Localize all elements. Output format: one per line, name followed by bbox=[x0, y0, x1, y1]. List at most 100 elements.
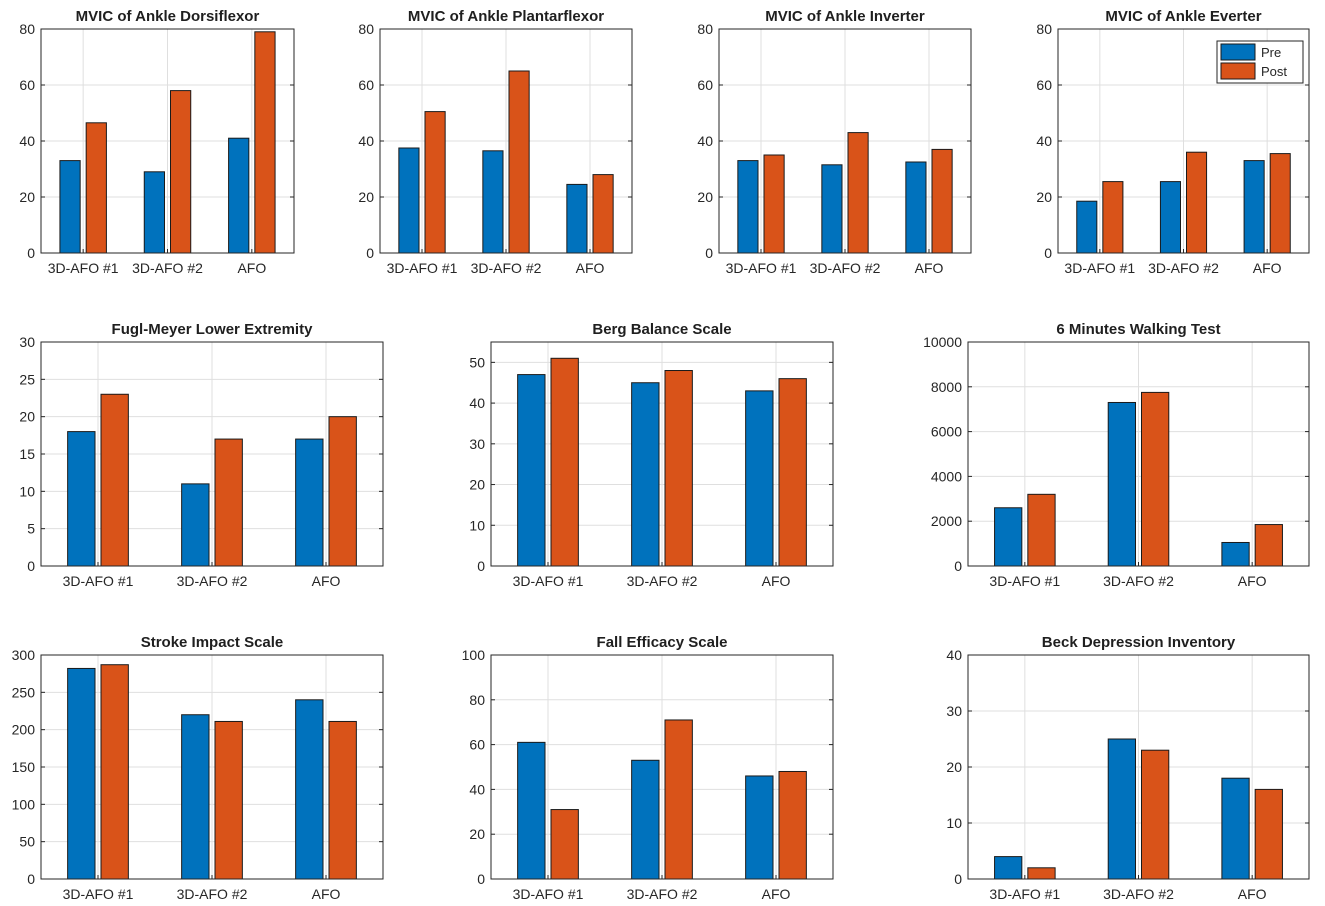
y-tick-label: 15 bbox=[19, 446, 35, 462]
bar-post-2 bbox=[508, 70, 530, 254]
bar-pre-1 bbox=[1076, 200, 1098, 254]
bar-post-1 bbox=[1027, 867, 1056, 880]
bar-pre-3 bbox=[228, 137, 250, 254]
y-tick-label: 5 bbox=[27, 521, 35, 537]
y-tick-label: 10 bbox=[946, 815, 962, 831]
y-tick-label: 150 bbox=[12, 759, 36, 775]
bar-post-3 bbox=[328, 416, 357, 567]
y-tick-label: 0 bbox=[954, 558, 962, 574]
x-tick-label: 3D-AFO #2 bbox=[627, 886, 698, 902]
chart-title: Stroke Impact Scale bbox=[141, 634, 284, 651]
bar-pre-1 bbox=[67, 667, 96, 880]
bar-pre-3 bbox=[745, 390, 774, 567]
bar-post-3 bbox=[254, 31, 276, 254]
bar-post-2 bbox=[1186, 151, 1208, 254]
x-tick-label: 3D-AFO #1 bbox=[48, 260, 119, 276]
x-tick-label: 3D-AFO #2 bbox=[1103, 886, 1174, 902]
y-tick-label: 200 bbox=[12, 722, 36, 738]
y-tick-label: 30 bbox=[946, 703, 962, 719]
y-tick-label: 0 bbox=[27, 245, 35, 261]
bar-post-2 bbox=[847, 132, 869, 254]
bar-post-3 bbox=[778, 378, 807, 567]
bar-pre-2 bbox=[482, 150, 504, 254]
bar-post-1 bbox=[550, 357, 579, 567]
chart-1: 0 20 40 60 80 3D-AFO #1 3D-AFO #2 AFO MVIC of An… bbox=[19, 8, 295, 276]
y-tick-label: 10 bbox=[469, 517, 485, 533]
y-tick-label: 4000 bbox=[931, 468, 962, 484]
legend-label-post: Post bbox=[1261, 64, 1287, 79]
bar-post-1 bbox=[85, 122, 107, 254]
legend: Pre Post bbox=[1216, 40, 1304, 84]
bar-post-3 bbox=[1254, 788, 1283, 880]
y-tick-label: 0 bbox=[477, 871, 485, 887]
y-tick-label: 50 bbox=[19, 834, 35, 850]
chart-2: 0 20 40 60 80 3D-AFO #1 3D-AFO #2 AFO MVIC of An… bbox=[358, 8, 633, 276]
bar-pre-1 bbox=[994, 856, 1023, 880]
bar-pre-3 bbox=[1221, 541, 1250, 567]
legend-label-pre: Pre bbox=[1261, 45, 1281, 60]
bar-post-3 bbox=[1269, 153, 1291, 254]
y-tick-label: 10 bbox=[19, 483, 35, 499]
bar-post-2 bbox=[1141, 749, 1170, 880]
x-tick-label: 3D-AFO #1 bbox=[387, 260, 458, 276]
x-tick-label: 3D-AFO #2 bbox=[1103, 573, 1174, 589]
x-tick-label: AFO bbox=[915, 260, 944, 276]
y-tick-label: 80 bbox=[19, 21, 35, 37]
bar-pre-2 bbox=[1159, 181, 1182, 254]
y-tick-label: 40 bbox=[697, 133, 713, 149]
bar-pre-1 bbox=[737, 160, 759, 254]
x-tick-label: AFO bbox=[1238, 886, 1267, 902]
x-tick-label: 3D-AFO #2 bbox=[132, 260, 203, 276]
x-tick-label: AFO bbox=[1238, 573, 1267, 589]
chart-6: 0 10 20 30 40 50 3D-AFO #1 3D-AFO #2 AFO Berg Bal… bbox=[469, 321, 834, 589]
chart-title: MVIC of Ankle Inverter bbox=[765, 8, 925, 25]
bar-post-3 bbox=[931, 148, 953, 254]
bar-pre-3 bbox=[1243, 160, 1265, 254]
y-tick-label: 20 bbox=[946, 759, 962, 775]
chart-title: Berg Balance Scale bbox=[592, 321, 731, 338]
chart-10: 0 10 20 30 40 3D-AFO #1 3D-AFO #2 AFO Beck Depre… bbox=[946, 634, 1310, 902]
bar-pre-2 bbox=[181, 483, 210, 567]
x-tick-label: AFO bbox=[762, 573, 791, 589]
bar-pre-3 bbox=[1221, 777, 1250, 880]
y-tick-label: 60 bbox=[19, 77, 35, 93]
legend-swatch-pre bbox=[1220, 43, 1256, 61]
y-tick-label: 40 bbox=[19, 133, 35, 149]
y-tick-label: 0 bbox=[705, 245, 713, 261]
bar-post-2 bbox=[1141, 391, 1170, 567]
y-tick-label: 30 bbox=[19, 334, 35, 350]
y-tick-label: 40 bbox=[946, 647, 962, 663]
y-tick-label: 20 bbox=[697, 189, 713, 205]
x-tick-label: AFO bbox=[762, 886, 791, 902]
y-tick-label: 20 bbox=[358, 189, 374, 205]
y-tick-label: 20 bbox=[1036, 189, 1052, 205]
y-tick-label: 25 bbox=[19, 371, 35, 387]
y-tick-label: 8000 bbox=[931, 379, 962, 395]
chart-7: 0 2000 4000 6000 8000 10000 3D-AFO #1 3D-AFO #2… bbox=[923, 321, 1310, 589]
x-tick-label: AFO bbox=[576, 260, 605, 276]
x-tick-label: 3D-AFO #1 bbox=[63, 573, 134, 589]
x-tick-label: 3D-AFO #2 bbox=[1148, 260, 1219, 276]
bar-pre-3 bbox=[295, 699, 324, 880]
x-tick-label: 3D-AFO #2 bbox=[627, 573, 698, 589]
y-tick-label: 0 bbox=[27, 871, 35, 887]
bar-post-1 bbox=[100, 393, 129, 567]
bar-pre-2 bbox=[1107, 401, 1136, 567]
y-tick-label: 250 bbox=[12, 684, 36, 700]
x-tick-label: 3D-AFO #2 bbox=[471, 260, 542, 276]
y-tick-label: 0 bbox=[477, 558, 485, 574]
bar-post-2 bbox=[664, 370, 693, 567]
y-tick-label: 20 bbox=[19, 189, 35, 205]
y-tick-label: 100 bbox=[12, 796, 36, 812]
bar-pre-1 bbox=[398, 147, 420, 254]
bar-pre-2 bbox=[143, 171, 165, 254]
bar-pre-1 bbox=[67, 431, 96, 567]
chart-9: 0 20 40 60 80 100 3D-AFO #1 3D-AFO #2 AFO Fall Ef… bbox=[462, 634, 834, 902]
x-tick-label: AFO bbox=[312, 886, 341, 902]
x-tick-label: 3D-AFO #2 bbox=[177, 886, 248, 902]
bar-post-3 bbox=[778, 770, 807, 880]
y-tick-label: 60 bbox=[358, 77, 374, 93]
bar-pre-3 bbox=[905, 161, 927, 254]
y-tick-label: 40 bbox=[469, 395, 485, 411]
bar-pre-1 bbox=[59, 160, 81, 254]
